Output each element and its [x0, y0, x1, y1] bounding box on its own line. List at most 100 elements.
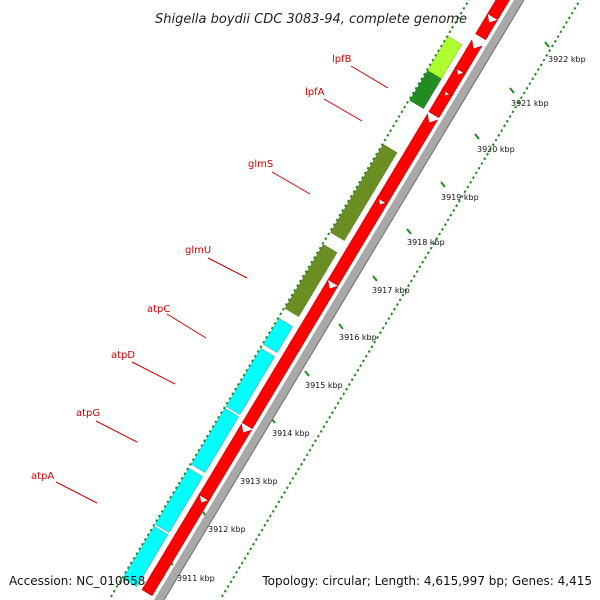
tick-inner-64	[287, 298, 291, 302]
tick-inner-20	[411, 91, 415, 95]
tick-inner-68	[276, 317, 280, 321]
label-leader-atpG	[95, 420, 138, 443]
tick-outer-48	[443, 223, 447, 227]
tick-inner-50	[327, 232, 331, 236]
tick-inner-26	[394, 119, 398, 123]
forward-gene-5	[288, 279, 339, 353]
tick-inner-5	[454, 20, 457, 25]
tick-outer-31	[491, 143, 495, 147]
tick-outer-112	[263, 523, 267, 527]
tick-outer-33	[486, 152, 489, 156]
tick-inner-74	[259, 345, 263, 349]
tick-outer-3	[570, 11, 574, 15]
tick-inner-107	[166, 500, 170, 504]
tick-inner-40	[355, 185, 359, 189]
tick-inner-70	[270, 326, 274, 330]
tick-outer-62	[404, 288, 408, 292]
tick-inner-125	[115, 584, 119, 589]
tick-outer-68	[387, 317, 391, 321]
tick-inner-72	[265, 335, 269, 339]
tick-outer-75	[367, 349, 371, 354]
tick-outer-8	[556, 35, 560, 39]
tick-inner-93	[205, 434, 209, 438]
tick-inner-115	[143, 537, 147, 542]
tick-inner-41	[352, 190, 356, 194]
tick-outer-25	[508, 114, 512, 119]
tick-inner-43	[346, 199, 350, 203]
tick-inner-126	[112, 589, 116, 593]
tick-outer-10	[550, 44, 554, 48]
tick-inner-121	[126, 566, 130, 570]
tick-inner-119	[132, 556, 136, 560]
tick-inner-77	[251, 359, 254, 363]
reverse-gene-3	[191, 408, 239, 473]
tick-outer-32	[488, 147, 492, 151]
tick-inner-3	[459, 11, 463, 15]
tick-outer-78	[359, 364, 363, 368]
gene-label-atpD: atpD	[111, 350, 135, 361]
tick-inner-78	[248, 364, 252, 368]
tick-outer-9	[553, 39, 557, 43]
scale-label: 3913 kbp	[240, 477, 278, 486]
tick-inner-39	[358, 180, 362, 184]
tick-outer-26	[505, 119, 509, 123]
forward-gene-10	[454, 39, 483, 75]
tick-inner-34	[372, 157, 376, 161]
tick-outer-122	[235, 570, 239, 574]
label-leader-atpC	[166, 313, 207, 339]
tick-inner-122	[124, 570, 128, 574]
tick-inner-110	[157, 514, 161, 518]
tick-outer-98	[302, 458, 306, 462]
tick-outer-77	[362, 359, 365, 363]
tick-outer-103	[288, 481, 292, 485]
tick-outer-47	[446, 218, 450, 222]
tick-inner-101	[183, 472, 187, 476]
tick-outer-38	[471, 176, 475, 180]
tick-inner-98	[191, 458, 195, 462]
tick-outer-104	[285, 486, 289, 490]
tick-inner-69	[273, 321, 277, 325]
tick-outer-109	[271, 509, 275, 513]
tick-outer-44	[455, 204, 458, 208]
gene-label-atpC: atpC	[147, 304, 170, 315]
tick-inner-58	[304, 270, 308, 274]
gene-label-atpG: atpG	[76, 408, 100, 419]
tick-inner-25	[397, 114, 401, 119]
tick-outer-88	[330, 411, 334, 415]
tick-inner-97	[194, 453, 198, 457]
tick-outer-29	[497, 133, 501, 137]
tick-outer-15	[536, 67, 540, 72]
reverse-gene-1	[122, 526, 169, 587]
tick-outer-23	[514, 105, 518, 109]
forward-gene-2	[150, 493, 211, 582]
major-tick-0	[544, 41, 550, 48]
tick-outer-100	[297, 467, 301, 471]
tick-inner-90	[214, 420, 218, 424]
tick-inner-6	[451, 25, 455, 29]
tick-inner-54	[315, 251, 319, 255]
tick-outer-121	[237, 566, 241, 570]
tick-outer-119	[243, 556, 247, 560]
tick-outer-28	[500, 129, 504, 133]
tick-inner-49	[329, 227, 333, 231]
tick-inner-71	[267, 331, 271, 335]
tick-outer-79	[356, 368, 360, 372]
tick-inner-33	[375, 152, 378, 156]
tick-inner-35	[369, 161, 373, 166]
tick-outer-107	[277, 500, 281, 504]
lpfB-gene	[427, 36, 463, 79]
gene-label-glmU: glmU	[185, 245, 211, 256]
tick-outer-34	[483, 157, 487, 161]
glmU-gene	[284, 244, 338, 317]
tick-inner-124	[118, 580, 122, 584]
tick-inner-9	[442, 39, 446, 43]
tick-outer-13	[542, 58, 546, 62]
tick-outer-56	[421, 260, 425, 264]
major-tick-4	[406, 228, 412, 235]
tick-outer-92	[319, 429, 323, 433]
tick-inner-106	[169, 495, 173, 499]
tick-outer-65	[395, 302, 399, 307]
scale-label: 3917 kbp	[372, 286, 410, 295]
tick-inner-44	[344, 204, 347, 208]
tick-outer-71	[378, 331, 382, 335]
